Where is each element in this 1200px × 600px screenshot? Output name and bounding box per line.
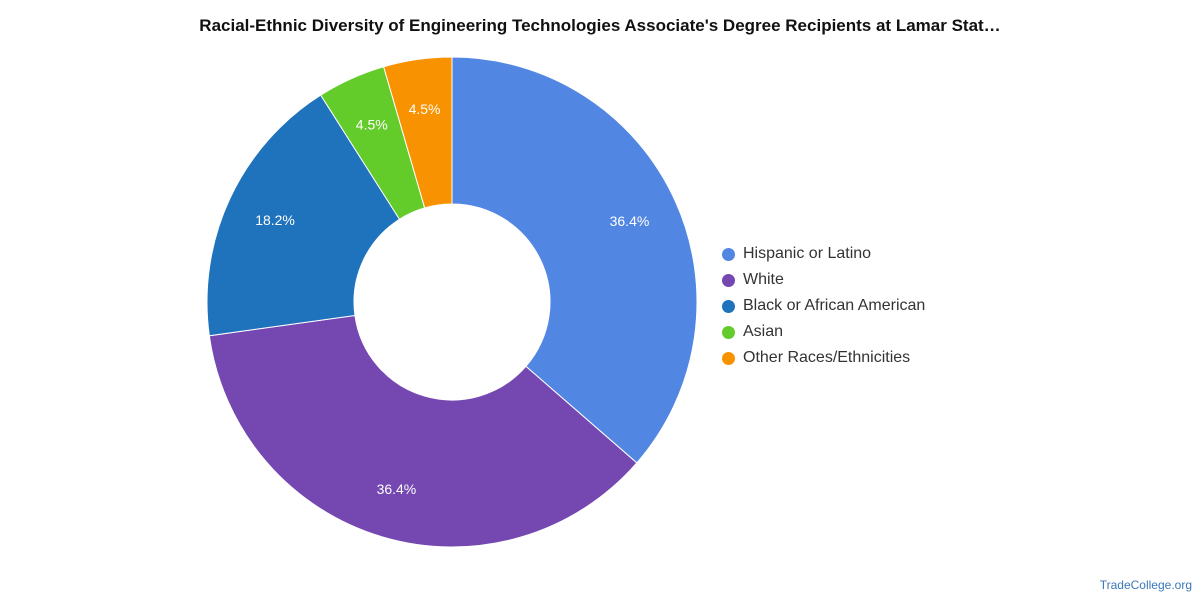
chart-legend: Hispanic or Latino White Black or African … [722, 241, 925, 371]
legend-swatch [722, 351, 735, 365]
legend-swatch [722, 325, 735, 339]
legend-label: Other Races/Ethnicities [743, 349, 911, 366]
slice-other-races-ethnicities[interactable] [383, 56, 453, 209]
slice-label-hispanic-or-latino: 36.4% [610, 213, 650, 229]
legend-swatch [722, 299, 735, 313]
legend-swatch [722, 247, 735, 261]
legend-item-black-or-african-american[interactable]: Black or African American [722, 293, 925, 319]
slice-label-white: 36.4% [377, 481, 417, 497]
legend-label: Asian [743, 323, 784, 340]
legend-label: Hispanic or Latino [743, 245, 872, 262]
source-credit[interactable]: TradeCollege.org [1099, 578, 1192, 592]
slice-white[interactable] [208, 314, 638, 548]
legend-label: White [743, 271, 784, 288]
slice-black-or-african-american[interactable] [206, 94, 401, 337]
slice-label-asian: 4.5% [356, 116, 388, 132]
legend-item-asian[interactable]: Asian [722, 319, 925, 345]
legend-item-white[interactable]: White [722, 267, 925, 293]
legend-label: Black or African American [743, 297, 926, 314]
slice-label-black-or-african-american: 18.2% [255, 212, 295, 228]
slice-label-other-races-ethnicities: 4.5% [409, 101, 441, 117]
legend-item-other-races-ethnicities[interactable]: Other Races/Ethnicities [722, 345, 925, 371]
chart-title: Racial-Ethnic Diversity of Engineering T… [199, 16, 1001, 35]
slice-hispanic-or-latino[interactable] [451, 56, 698, 464]
legend-swatch [722, 273, 735, 287]
legend-item-hispanic-or-latino[interactable]: Hispanic or Latino [722, 241, 925, 267]
